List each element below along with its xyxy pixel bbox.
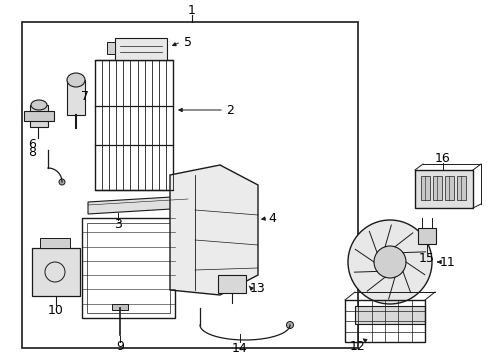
- Text: 4: 4: [267, 211, 275, 225]
- Bar: [432, 176, 441, 200]
- Text: 16: 16: [434, 152, 450, 165]
- Bar: [420, 176, 429, 200]
- Circle shape: [373, 246, 405, 278]
- Text: 2: 2: [225, 104, 233, 117]
- Text: 7: 7: [81, 90, 89, 104]
- Bar: [218, 275, 245, 293]
- Bar: [354, 306, 424, 324]
- Bar: [82, 218, 175, 318]
- Bar: [30, 105, 48, 127]
- Bar: [32, 248, 80, 296]
- Text: 13: 13: [250, 282, 265, 294]
- Text: 8: 8: [28, 145, 36, 158]
- Text: 6: 6: [28, 139, 36, 152]
- Bar: [414, 170, 472, 208]
- Bar: [115, 38, 167, 60]
- Text: 11: 11: [439, 256, 455, 269]
- Bar: [112, 304, 128, 310]
- Bar: [24, 111, 54, 121]
- Text: 3: 3: [114, 219, 122, 231]
- Polygon shape: [170, 165, 258, 295]
- Bar: [95, 60, 173, 190]
- Bar: [345, 300, 424, 342]
- Ellipse shape: [67, 73, 85, 87]
- Circle shape: [347, 220, 431, 304]
- Ellipse shape: [31, 100, 47, 110]
- Ellipse shape: [286, 321, 293, 328]
- Bar: [22, 22, 357, 348]
- Polygon shape: [88, 196, 187, 214]
- Bar: [67, 80, 85, 115]
- Bar: [417, 228, 435, 244]
- Text: 1: 1: [188, 4, 196, 17]
- Bar: [40, 238, 70, 248]
- Text: 15: 15: [418, 252, 434, 265]
- Ellipse shape: [59, 179, 65, 185]
- Text: 10: 10: [48, 303, 64, 316]
- Text: 12: 12: [349, 341, 365, 354]
- Text: 9: 9: [116, 341, 123, 354]
- Bar: [456, 176, 465, 200]
- Bar: [107, 42, 115, 54]
- Text: 5: 5: [183, 36, 192, 49]
- Text: 14: 14: [232, 342, 247, 355]
- Bar: [444, 176, 453, 200]
- Bar: [87, 223, 170, 313]
